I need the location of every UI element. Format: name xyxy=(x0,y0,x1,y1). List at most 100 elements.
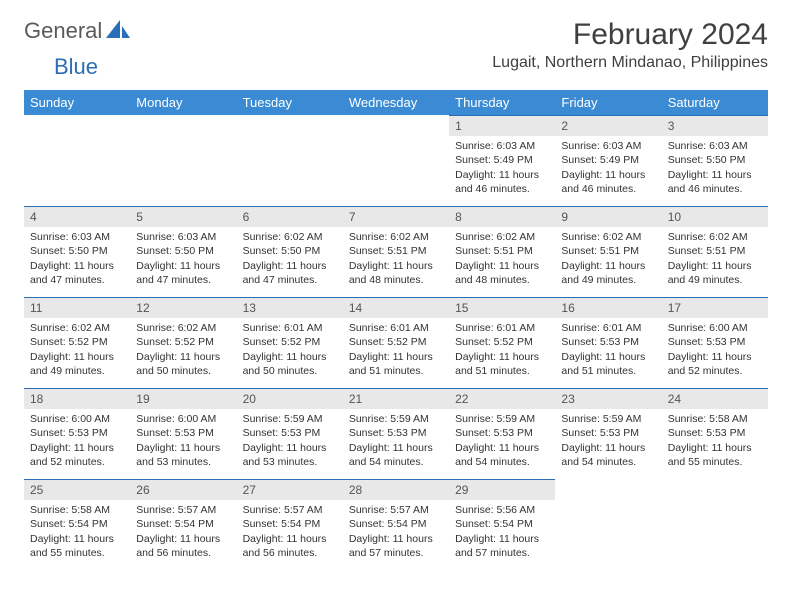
day-details: Sunrise: 6:02 AMSunset: 5:52 PMDaylight:… xyxy=(24,318,130,382)
day-detail-line: Sunrise: 5:58 AM xyxy=(668,412,762,426)
day-details: Sunrise: 5:56 AMSunset: 5:54 PMDaylight:… xyxy=(449,500,555,564)
day-detail-line: Sunrise: 6:02 AM xyxy=(30,321,124,335)
day-detail-line: Sunrise: 5:59 AM xyxy=(455,412,549,426)
day-detail-line: Daylight: 11 hours xyxy=(30,532,124,546)
day-detail-line: Sunrise: 6:01 AM xyxy=(243,321,337,335)
day-detail-line: Sunset: 5:53 PM xyxy=(30,426,124,440)
day-detail-line: Daylight: 11 hours xyxy=(455,441,549,455)
weekday-header: Friday xyxy=(555,90,661,115)
day-number: 11 xyxy=(24,297,130,318)
day-number: 4 xyxy=(24,206,130,227)
calendar-cell: 21Sunrise: 5:59 AMSunset: 5:53 PMDayligh… xyxy=(343,388,449,479)
day-details: Sunrise: 5:58 AMSunset: 5:54 PMDaylight:… xyxy=(24,500,130,564)
day-detail-line: Daylight: 11 hours xyxy=(243,441,337,455)
day-detail-line: and 57 minutes. xyxy=(455,546,549,560)
day-details: Sunrise: 6:03 AMSunset: 5:49 PMDaylight:… xyxy=(449,136,555,200)
calendar-cell: 17Sunrise: 6:00 AMSunset: 5:53 PMDayligh… xyxy=(662,297,768,388)
calendar-cell: 5Sunrise: 6:03 AMSunset: 5:50 PMDaylight… xyxy=(130,206,236,297)
month-title: February 2024 xyxy=(492,18,768,52)
day-detail-line: Sunrise: 5:59 AM xyxy=(349,412,443,426)
day-detail-line: Sunrise: 6:02 AM xyxy=(349,230,443,244)
day-detail-line: Daylight: 11 hours xyxy=(455,350,549,364)
day-detail-line: Daylight: 11 hours xyxy=(30,441,124,455)
day-detail-line: and 49 minutes. xyxy=(668,273,762,287)
day-detail-line: Sunset: 5:53 PM xyxy=(349,426,443,440)
day-details: Sunrise: 5:57 AMSunset: 5:54 PMDaylight:… xyxy=(130,500,236,564)
calendar-cell: 2Sunrise: 6:03 AMSunset: 5:49 PMDaylight… xyxy=(555,115,661,206)
day-details: Sunrise: 6:01 AMSunset: 5:52 PMDaylight:… xyxy=(237,318,343,382)
calendar-cell: 7Sunrise: 6:02 AMSunset: 5:51 PMDaylight… xyxy=(343,206,449,297)
day-detail-line: Sunset: 5:53 PM xyxy=(561,426,655,440)
day-number: 10 xyxy=(662,206,768,227)
day-detail-line: Sunrise: 5:57 AM xyxy=(243,503,337,517)
calendar-table: SundayMondayTuesdayWednesdayThursdayFrid… xyxy=(24,90,768,570)
calendar-cell: 18Sunrise: 6:00 AMSunset: 5:53 PMDayligh… xyxy=(24,388,130,479)
calendar-cell: 13Sunrise: 6:01 AMSunset: 5:52 PMDayligh… xyxy=(237,297,343,388)
day-detail-line: Sunset: 5:53 PM xyxy=(136,426,230,440)
day-number: 25 xyxy=(24,479,130,500)
logo: General xyxy=(24,18,130,44)
calendar-cell: 16Sunrise: 6:01 AMSunset: 5:53 PMDayligh… xyxy=(555,297,661,388)
day-detail-line: Sunset: 5:52 PM xyxy=(136,335,230,349)
day-detail-line: Sunrise: 6:02 AM xyxy=(136,321,230,335)
calendar-cell: 4Sunrise: 6:03 AMSunset: 5:50 PMDaylight… xyxy=(24,206,130,297)
day-detail-line: Daylight: 11 hours xyxy=(455,168,549,182)
calendar-cell: 10Sunrise: 6:02 AMSunset: 5:51 PMDayligh… xyxy=(662,206,768,297)
day-detail-line: Sunrise: 5:57 AM xyxy=(349,503,443,517)
calendar-cell: 8Sunrise: 6:02 AMSunset: 5:51 PMDaylight… xyxy=(449,206,555,297)
day-detail-line: Daylight: 11 hours xyxy=(136,350,230,364)
day-details: Sunrise: 5:59 AMSunset: 5:53 PMDaylight:… xyxy=(343,409,449,473)
calendar-cell: 1Sunrise: 6:03 AMSunset: 5:49 PMDaylight… xyxy=(449,115,555,206)
day-details: Sunrise: 6:03 AMSunset: 5:50 PMDaylight:… xyxy=(662,136,768,200)
weekday-header: Saturday xyxy=(662,90,768,115)
day-detail-line: and 54 minutes. xyxy=(455,455,549,469)
calendar-cell xyxy=(237,115,343,206)
day-number: 1 xyxy=(449,115,555,136)
calendar-cell xyxy=(555,479,661,570)
day-detail-line: Daylight: 11 hours xyxy=(668,441,762,455)
day-detail-line: Sunset: 5:50 PM xyxy=(30,244,124,258)
day-number: 13 xyxy=(237,297,343,318)
day-detail-line: and 51 minutes. xyxy=(349,364,443,378)
day-details: Sunrise: 6:03 AMSunset: 5:50 PMDaylight:… xyxy=(24,227,130,291)
day-number: 2 xyxy=(555,115,661,136)
calendar-cell: 9Sunrise: 6:02 AMSunset: 5:51 PMDaylight… xyxy=(555,206,661,297)
calendar-cell: 27Sunrise: 5:57 AMSunset: 5:54 PMDayligh… xyxy=(237,479,343,570)
day-detail-line: Sunrise: 6:03 AM xyxy=(30,230,124,244)
day-number: 26 xyxy=(130,479,236,500)
day-details: Sunrise: 5:59 AMSunset: 5:53 PMDaylight:… xyxy=(449,409,555,473)
calendar-cell: 6Sunrise: 6:02 AMSunset: 5:50 PMDaylight… xyxy=(237,206,343,297)
day-detail-line: Daylight: 11 hours xyxy=(136,259,230,273)
calendar-week-row: 4Sunrise: 6:03 AMSunset: 5:50 PMDaylight… xyxy=(24,206,768,297)
day-number: 8 xyxy=(449,206,555,227)
day-number: 16 xyxy=(555,297,661,318)
day-detail-line: Sunrise: 6:02 AM xyxy=(455,230,549,244)
day-detail-line: Sunrise: 6:03 AM xyxy=(136,230,230,244)
weekday-header: Thursday xyxy=(449,90,555,115)
day-details: Sunrise: 6:03 AMSunset: 5:50 PMDaylight:… xyxy=(130,227,236,291)
calendar-week-row: 18Sunrise: 6:00 AMSunset: 5:53 PMDayligh… xyxy=(24,388,768,479)
day-detail-line: Daylight: 11 hours xyxy=(561,441,655,455)
day-detail-line: and 56 minutes. xyxy=(243,546,337,560)
calendar-cell: 12Sunrise: 6:02 AMSunset: 5:52 PMDayligh… xyxy=(130,297,236,388)
weekday-header: Sunday xyxy=(24,90,130,115)
calendar-cell: 24Sunrise: 5:58 AMSunset: 5:53 PMDayligh… xyxy=(662,388,768,479)
day-detail-line: Sunset: 5:52 PM xyxy=(455,335,549,349)
day-detail-line: and 56 minutes. xyxy=(136,546,230,560)
day-detail-line: Sunset: 5:53 PM xyxy=(668,426,762,440)
day-detail-line: Daylight: 11 hours xyxy=(561,259,655,273)
day-details: Sunrise: 6:03 AMSunset: 5:49 PMDaylight:… xyxy=(555,136,661,200)
day-detail-line: Sunset: 5:54 PM xyxy=(243,517,337,531)
day-detail-line: Sunrise: 6:00 AM xyxy=(136,412,230,426)
day-number: 9 xyxy=(555,206,661,227)
title-block: February 2024 Lugait, Northern Mindanao,… xyxy=(492,18,768,72)
calendar-cell: 3Sunrise: 6:03 AMSunset: 5:50 PMDaylight… xyxy=(662,115,768,206)
day-detail-line: and 46 minutes. xyxy=(455,182,549,196)
calendar-cell: 28Sunrise: 5:57 AMSunset: 5:54 PMDayligh… xyxy=(343,479,449,570)
day-number: 3 xyxy=(662,115,768,136)
day-detail-line: Daylight: 11 hours xyxy=(349,350,443,364)
day-detail-line: and 52 minutes. xyxy=(30,455,124,469)
day-detail-line: Sunset: 5:50 PM xyxy=(136,244,230,258)
day-details: Sunrise: 6:01 AMSunset: 5:52 PMDaylight:… xyxy=(449,318,555,382)
calendar-cell: 14Sunrise: 6:01 AMSunset: 5:52 PMDayligh… xyxy=(343,297,449,388)
